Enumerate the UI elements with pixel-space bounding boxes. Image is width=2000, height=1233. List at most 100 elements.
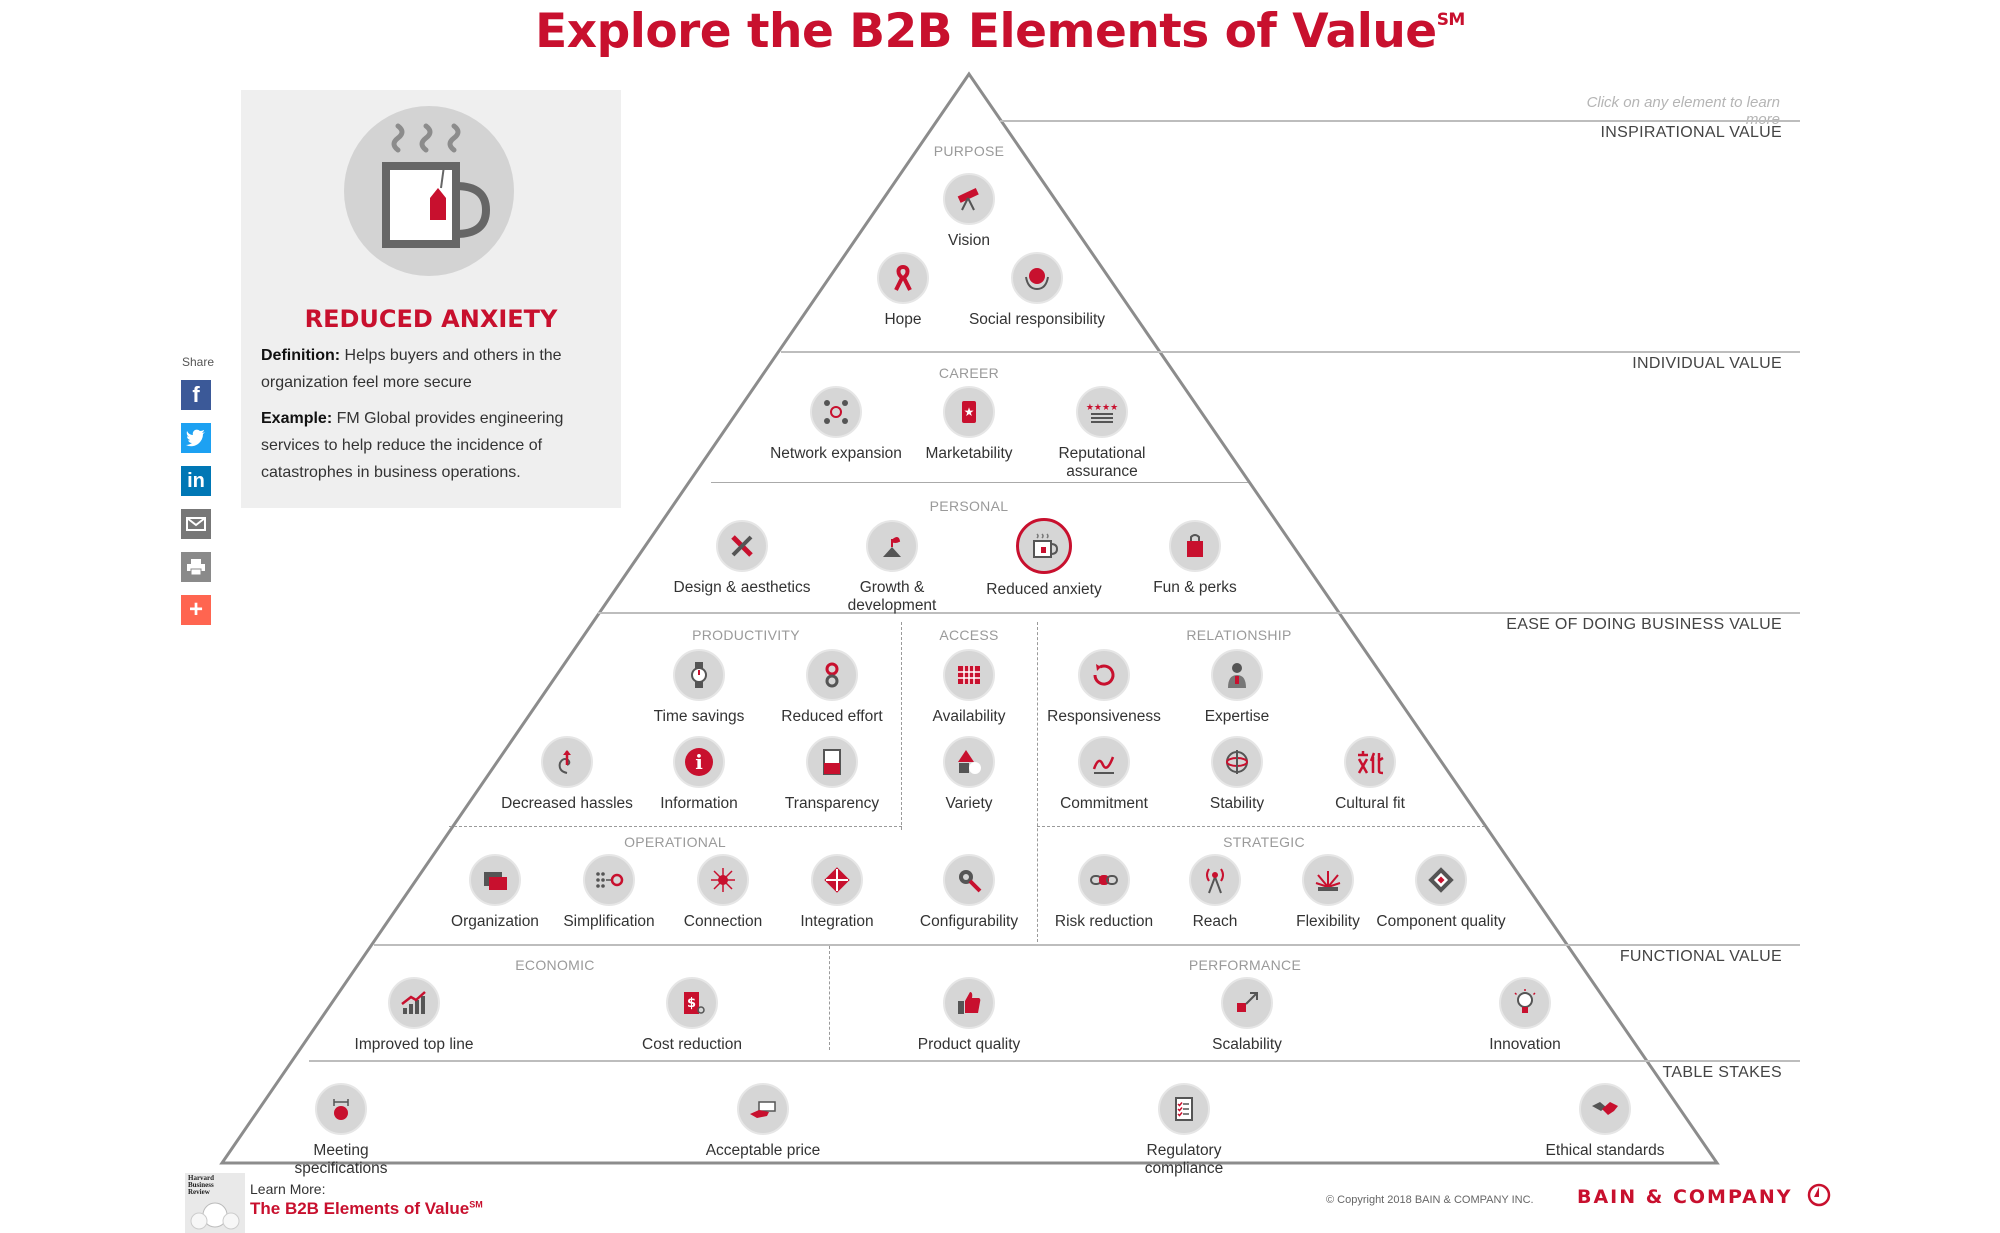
element-commitment[interactable]: Commitment [1029,736,1179,813]
element-cultural-fit[interactable]: Cultural fit [1295,736,1445,813]
element-simplification[interactable]: Simplification [534,854,684,931]
element-fun-perks[interactable]: Fun & perks [1120,520,1270,597]
element-information[interactable]: i Information [624,736,774,813]
element-marketability[interactable]: ★ Marketability [894,386,1044,463]
element-ethical-standards[interactable]: Ethical standards [1530,1083,1680,1160]
tier-line-inspirational [1000,120,1800,122]
detail-panel: REDUCED ANXIETY Definition: Helps buyers… [241,90,621,508]
divider-productivity-access [901,622,902,830]
calendar-grid-icon [943,649,995,701]
spiral-arrow-icon [541,736,593,788]
thumbs-up-icon [943,977,995,1029]
element-innovation[interactable]: Innovation [1450,977,1600,1054]
element-time-savings[interactable]: Time savings [624,649,774,726]
element-component-quality[interactable]: Component quality [1366,854,1516,931]
element-responsiveness[interactable]: Responsiveness [1029,649,1179,726]
copyright-text: © Copyright 2018 BAIN & COMPANY INC. [1326,1194,1534,1206]
element-reduced-anxiety[interactable]: Reduced anxiety [969,518,1119,599]
section-purpose: PURPOSE [933,143,1005,159]
element-label: Vision [948,232,990,249]
more-share-button[interactable]: + [181,595,211,625]
divider-productivity-operational [449,826,902,827]
element-label: Cultural fit [1335,795,1405,812]
element-reduced-effort[interactable]: Reduced effort [757,649,907,726]
element-meeting-specifications[interactable]: Meeting specifications [266,1083,416,1178]
element-acceptable-price[interactable]: Acceptable price [688,1083,838,1160]
tier-line-functional [374,944,1800,946]
learn-more-link-text: The B2B Elements of Value [250,1199,470,1218]
section-relationship: RELATIONSHIP [1186,627,1292,643]
hbr-thumbnail[interactable]: Harvard Business Review [185,1173,245,1233]
element-label: Regulatory compliance [1144,1142,1224,1177]
section-productivity: PRODUCTIVITY [692,627,800,643]
element-label: Component quality [1376,913,1506,930]
element-social-responsibility[interactable]: Social responsibility [962,252,1112,329]
element-growth-development[interactable]: Growth & development [817,520,967,615]
element-design-aesthetics[interactable]: Design & aesthetics [667,520,817,597]
element-availability[interactable]: Availability [894,649,1044,726]
element-risk-reduction[interactable]: Risk reduction [1029,854,1179,931]
section-performance: PERFORMANCE [1188,957,1302,973]
element-expertise[interactable]: Expertise [1162,649,1312,726]
element-integration[interactable]: Integration [762,854,912,931]
element-improved-top-line[interactable]: Improved top line [339,977,489,1054]
element-regulatory-compliance[interactable]: Regulatory compliance [1109,1083,1259,1178]
tier-label-individual: INDIVIDUAL VALUE [1632,355,1782,372]
twitter-share-button[interactable] [181,423,211,453]
watch-icon [673,649,725,701]
stars-rating-icon: ★★★★ [1076,386,1128,438]
email-share-button[interactable] [181,509,211,539]
print-share-button[interactable] [181,552,211,582]
element-reputational-assurance[interactable]: ★★★★ Reputational assurance [1027,386,1177,481]
svg-text:$: $ [687,996,696,1011]
learn-more-label: Learn More: [250,1181,326,1197]
element-stability[interactable]: Stability [1162,736,1312,813]
element-label: Cost reduction [642,1036,742,1053]
element-label: Configurability [919,913,1019,930]
element-product-quality[interactable]: Product quality [894,977,1044,1054]
element-label: Variety [945,795,993,812]
handshake-icon [1579,1083,1631,1135]
print-icon [187,559,205,576]
linkedin-share-button[interactable]: in [181,466,211,496]
element-hope[interactable]: Hope [828,252,978,329]
element-decreased-hassles[interactable]: Decreased hassles [492,736,642,813]
sprout-icon [866,520,918,572]
element-label: Reach [1192,913,1238,930]
lightbulb-icon [1499,977,1551,1029]
info-icon: i [673,736,725,788]
folder-icon [469,854,521,906]
learn-more-service-mark: SM [469,1199,483,1210]
network-icon [810,386,862,438]
element-configurability[interactable]: Configurability [894,854,1044,931]
element-label: Responsiveness [1047,708,1161,725]
hub-icon [697,854,749,906]
resize-arrow-icon [1221,977,1273,1029]
price-cut-icon: $ [666,977,718,1029]
email-icon [186,517,206,531]
definition-text: Helps buyers and others in the organizat… [261,347,562,391]
element-transparency[interactable]: Transparency [757,736,907,813]
element-flexibility[interactable]: Flexibility [1253,854,1403,931]
hbr-logo: Harvard Business Review [188,1174,215,1196]
element-label: Decreased hassles [501,795,633,812]
element-cost-reduction[interactable]: $ Cost reduction [617,977,767,1054]
element-variety[interactable]: Variety [894,736,1044,813]
element-scalability[interactable]: Scalability [1172,977,1322,1054]
element-reach[interactable]: Reach [1140,854,1290,931]
element-label: Product quality [917,1036,1021,1053]
element-network-expansion[interactable]: Network expansion [761,386,911,463]
section-career: CAREER [938,365,1000,381]
element-label: Expertise [1204,708,1270,725]
learn-more-link[interactable]: The B2B Elements of ValueSM [250,1199,483,1219]
chip-icon [1415,854,1467,906]
sunburst-icon [1302,854,1354,906]
dots-to-circle-icon [583,854,635,906]
shapes-icon [943,736,995,788]
element-connection[interactable]: Connection [648,854,798,931]
page-title: Explore the B2B Elements of ValueSM [0,4,2000,59]
element-organization[interactable]: Organization [420,854,570,931]
element-label: Flexibility [1296,913,1360,930]
facebook-share-button[interactable]: f [181,380,211,410]
element-vision[interactable]: Vision [894,173,1044,250]
